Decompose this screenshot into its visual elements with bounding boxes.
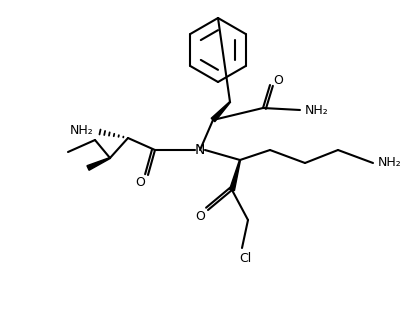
Polygon shape — [87, 158, 110, 170]
Text: NH₂: NH₂ — [305, 105, 329, 118]
Text: NH₂: NH₂ — [70, 124, 94, 137]
Polygon shape — [230, 160, 240, 191]
Text: NH₂: NH₂ — [378, 157, 402, 169]
Text: N: N — [195, 143, 205, 157]
Text: O: O — [195, 209, 205, 222]
Polygon shape — [211, 102, 231, 122]
Text: O: O — [135, 175, 145, 188]
Text: Cl: Cl — [239, 251, 251, 265]
Text: O: O — [273, 75, 283, 87]
